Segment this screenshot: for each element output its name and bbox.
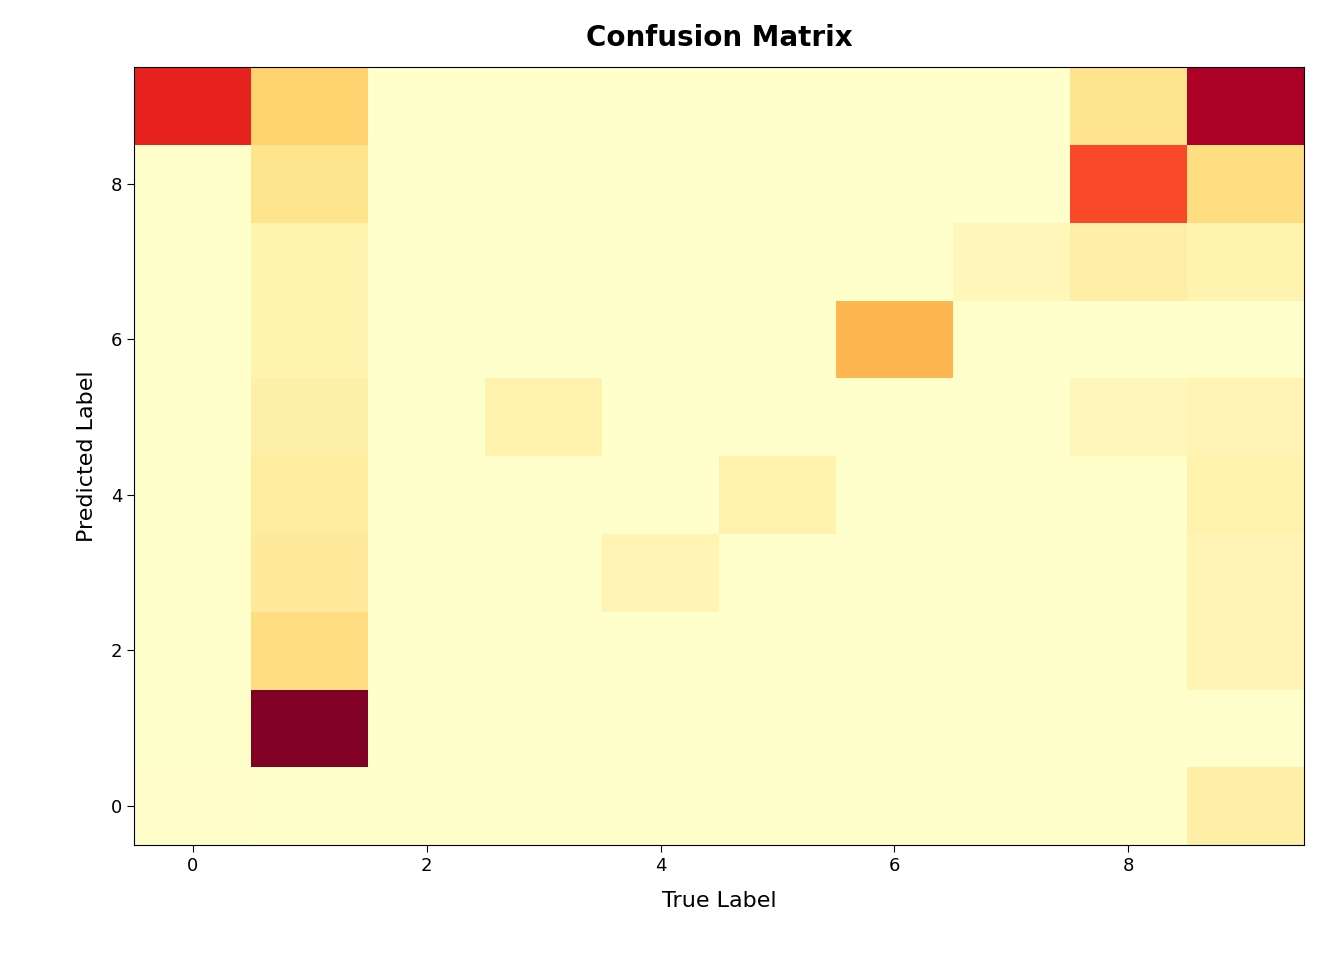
Y-axis label: Predicted Label: Predicted Label [77, 371, 97, 541]
X-axis label: True Label: True Label [661, 891, 777, 911]
Title: Confusion Matrix: Confusion Matrix [586, 24, 852, 53]
